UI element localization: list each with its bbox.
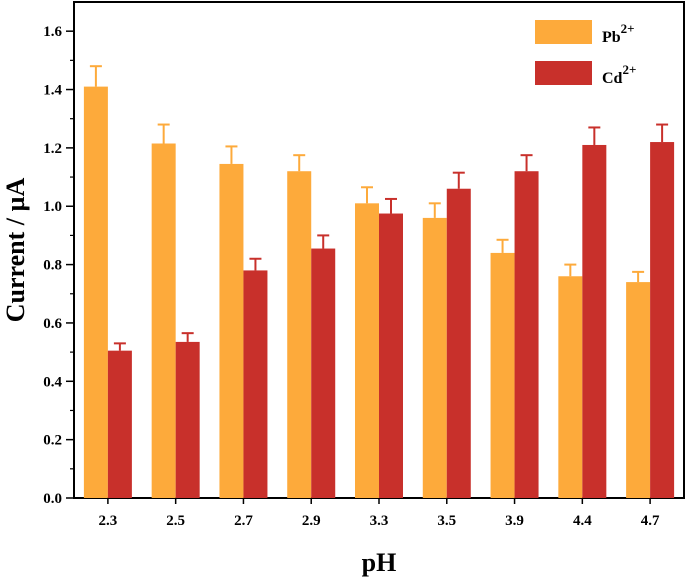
legend-label-pb-charge: 2+	[621, 21, 635, 36]
bar-pb-4.4	[558, 276, 583, 498]
x-tick-label: 2.7	[234, 513, 253, 529]
x-tick-label: 3.5	[437, 513, 456, 529]
y-tick-label: 0.8	[43, 258, 62, 274]
bar-cd-2.9	[311, 248, 336, 498]
y-tick-label: 1.0	[43, 199, 62, 215]
x-tick-label: 2.5	[166, 513, 185, 529]
x-axis: 2.3 2.5 2.7 2.9 3.3 3.5 3.9 4.4 4.7	[99, 498, 660, 529]
bar-pb-2.3	[83, 86, 108, 499]
bar-pb-2.5	[151, 143, 176, 498]
bar-cd-4.4	[582, 144, 607, 498]
bar-pb-3.9	[490, 252, 515, 498]
y-tick-label: 1.6	[43, 24, 62, 40]
bars	[83, 86, 675, 499]
bar-cd-4.7	[650, 142, 675, 498]
y-tick-label: 1.2	[43, 141, 62, 157]
x-tick-label: 4.7	[641, 513, 660, 529]
bar-pb-2.9	[287, 171, 312, 499]
legend-label-pb: Pb2+	[602, 21, 635, 46]
bar-cd-3.3	[379, 213, 403, 498]
y-axis: 0.0 0.2 0.4 0.6 0.8 1.0 1.2 1.4 1.6	[43, 24, 74, 507]
y-tick-label: 0.0	[43, 491, 62, 507]
bar-cd-3.5	[446, 188, 471, 498]
x-tick-label: 2.3	[99, 513, 118, 529]
bar-pb-3.5	[422, 217, 447, 498]
legend-swatch-pb	[535, 20, 592, 44]
y-tick-label: 0.6	[43, 316, 62, 332]
legend-label-cd-name: Cd	[602, 70, 623, 87]
x-tick-label: 3.9	[505, 513, 524, 529]
bar-pb-2.7	[219, 163, 244, 498]
bar-pb-3.3	[355, 203, 379, 499]
legend-label-pb-name: Pb	[602, 29, 621, 46]
legend-label-cd: Cd2+	[602, 62, 636, 87]
bar-pb-4.7	[626, 282, 651, 498]
legend: Pb2+ Cd2+	[535, 20, 636, 87]
y-tick-label: 0.4	[43, 374, 62, 390]
x-tick-label: 2.9	[302, 513, 321, 529]
y-axis-title: Current / µA	[1, 178, 30, 323]
x-tick-label: 3.3	[370, 513, 389, 529]
bar-cd-2.5	[175, 341, 200, 498]
bar-cd-3.9	[514, 171, 539, 499]
error-bars	[89, 65, 669, 351]
bar-cd-2.7	[243, 270, 268, 498]
y-tick-label: 0.2	[43, 433, 62, 449]
x-axis-title: pH	[362, 548, 397, 577]
x-tick-label: 4.4	[573, 513, 592, 529]
legend-label-cd-charge: 2+	[622, 62, 636, 77]
y-tick-label: 1.4	[43, 83, 62, 99]
bar-cd-2.3	[107, 350, 132, 498]
legend-swatch-cd	[535, 61, 592, 85]
